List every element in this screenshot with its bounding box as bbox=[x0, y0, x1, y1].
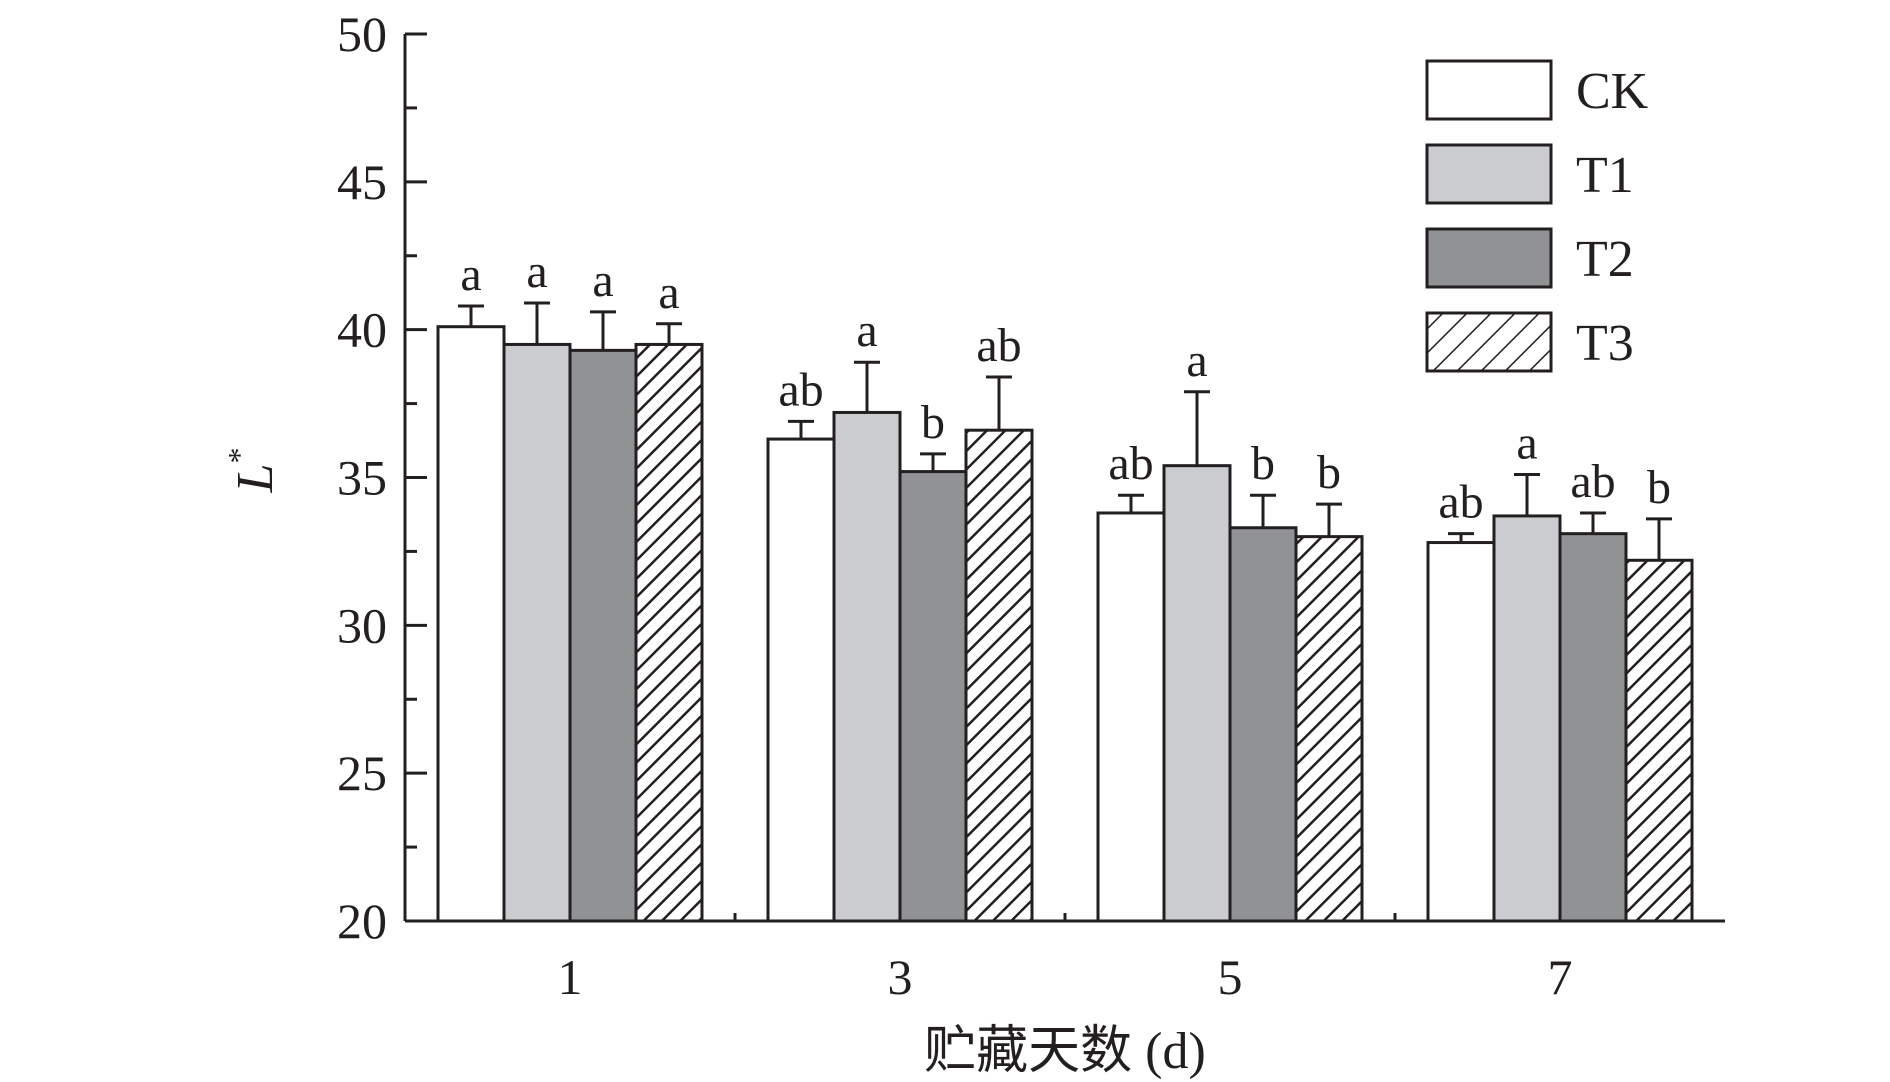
y-tick-label-35: 35 bbox=[337, 450, 387, 506]
sig-label-t1-day-7: a bbox=[1516, 417, 1537, 470]
legend-swatch-ck bbox=[1425, 59, 1553, 121]
legend-swatch-t2 bbox=[1425, 227, 1553, 289]
bar-t2-day-1 bbox=[568, 348, 638, 923]
legend-label-t2: T2 bbox=[1576, 231, 1634, 288]
bars-layer bbox=[436, 325, 1694, 923]
bar-t1-day-7 bbox=[1492, 514, 1562, 923]
sig-label-t3-day-3: ab bbox=[976, 319, 1021, 372]
sig-label-t3-day-5: b bbox=[1317, 446, 1341, 499]
y-tick-label-45: 45 bbox=[337, 154, 387, 210]
bar-t3-day-7 bbox=[1624, 558, 1694, 923]
bar-ck-day-1 bbox=[436, 325, 506, 923]
bar-t1-day-3 bbox=[832, 410, 902, 923]
y-tick-label-40: 40 bbox=[337, 302, 387, 358]
x-tick-label-3: 3 bbox=[888, 949, 913, 1005]
legend-swatch-t1 bbox=[1425, 143, 1553, 205]
legend-label-ck: CK bbox=[1576, 63, 1649, 120]
bar-ck-day-5 bbox=[1096, 511, 1166, 923]
legend-swatch-t3 bbox=[1425, 311, 1553, 373]
bar-t1-day-1 bbox=[502, 342, 572, 923]
bar-t2-day-5 bbox=[1228, 526, 1298, 923]
axis-titles-layer: 贮藏天数 (d) L* bbox=[221, 448, 1206, 1080]
bar-t2-day-3 bbox=[898, 470, 968, 923]
sig-label-ck-day-7: ab bbox=[1438, 476, 1483, 529]
sig-label-t1-day-3: a bbox=[856, 304, 877, 357]
sig-label-t2-day-3: b bbox=[921, 396, 945, 449]
x-tick-label-5: 5 bbox=[1218, 949, 1243, 1005]
y-axis-title-main: L bbox=[227, 464, 284, 494]
bar-t3-day-5 bbox=[1294, 535, 1364, 923]
bar-t2-day-7 bbox=[1558, 532, 1628, 923]
legend-label-t1: T1 bbox=[1576, 147, 1634, 204]
bar-ck-day-3 bbox=[766, 437, 836, 923]
sig-label-ck-day-3: ab bbox=[778, 363, 823, 416]
y-tick-label-25: 25 bbox=[337, 745, 387, 801]
sig-label-t1-day-5: a bbox=[1186, 334, 1207, 387]
y-tick-label-20: 20 bbox=[337, 893, 387, 949]
sig-label-t2-day-1: a bbox=[592, 254, 613, 307]
bar-ck-day-7 bbox=[1426, 541, 1496, 923]
x-tick-label-7: 7 bbox=[1548, 949, 1573, 1005]
sig-label-t1-day-1: a bbox=[526, 245, 547, 298]
y-axis-title: L* bbox=[221, 448, 284, 494]
legend: CK T1 T2 T3 bbox=[1425, 59, 1649, 373]
error-bars-layer bbox=[458, 301, 1672, 561]
y-tick-label-50: 50 bbox=[337, 6, 387, 62]
sig-label-ck-day-1: a bbox=[460, 248, 481, 301]
sig-label-t2-day-5: b bbox=[1251, 437, 1275, 490]
legend-label-t3: T3 bbox=[1576, 315, 1634, 372]
y-tick-label-30: 30 bbox=[337, 597, 387, 653]
bar-t3-day-1 bbox=[634, 342, 704, 923]
bar-t1-day-5 bbox=[1162, 464, 1232, 923]
sig-label-t3-day-7: b bbox=[1647, 461, 1671, 514]
x-tick-label-1: 1 bbox=[558, 949, 583, 1005]
x-axis-title: 贮藏天数 (d) bbox=[924, 1023, 1206, 1080]
bar-t3-day-3 bbox=[964, 428, 1034, 923]
sig-label-t3-day-1: a bbox=[658, 266, 679, 319]
y-axis-title-superscript: * bbox=[221, 448, 257, 464]
sig-label-ck-day-5: ab bbox=[1108, 437, 1153, 490]
sig-label-t2-day-7: ab bbox=[1570, 455, 1615, 508]
